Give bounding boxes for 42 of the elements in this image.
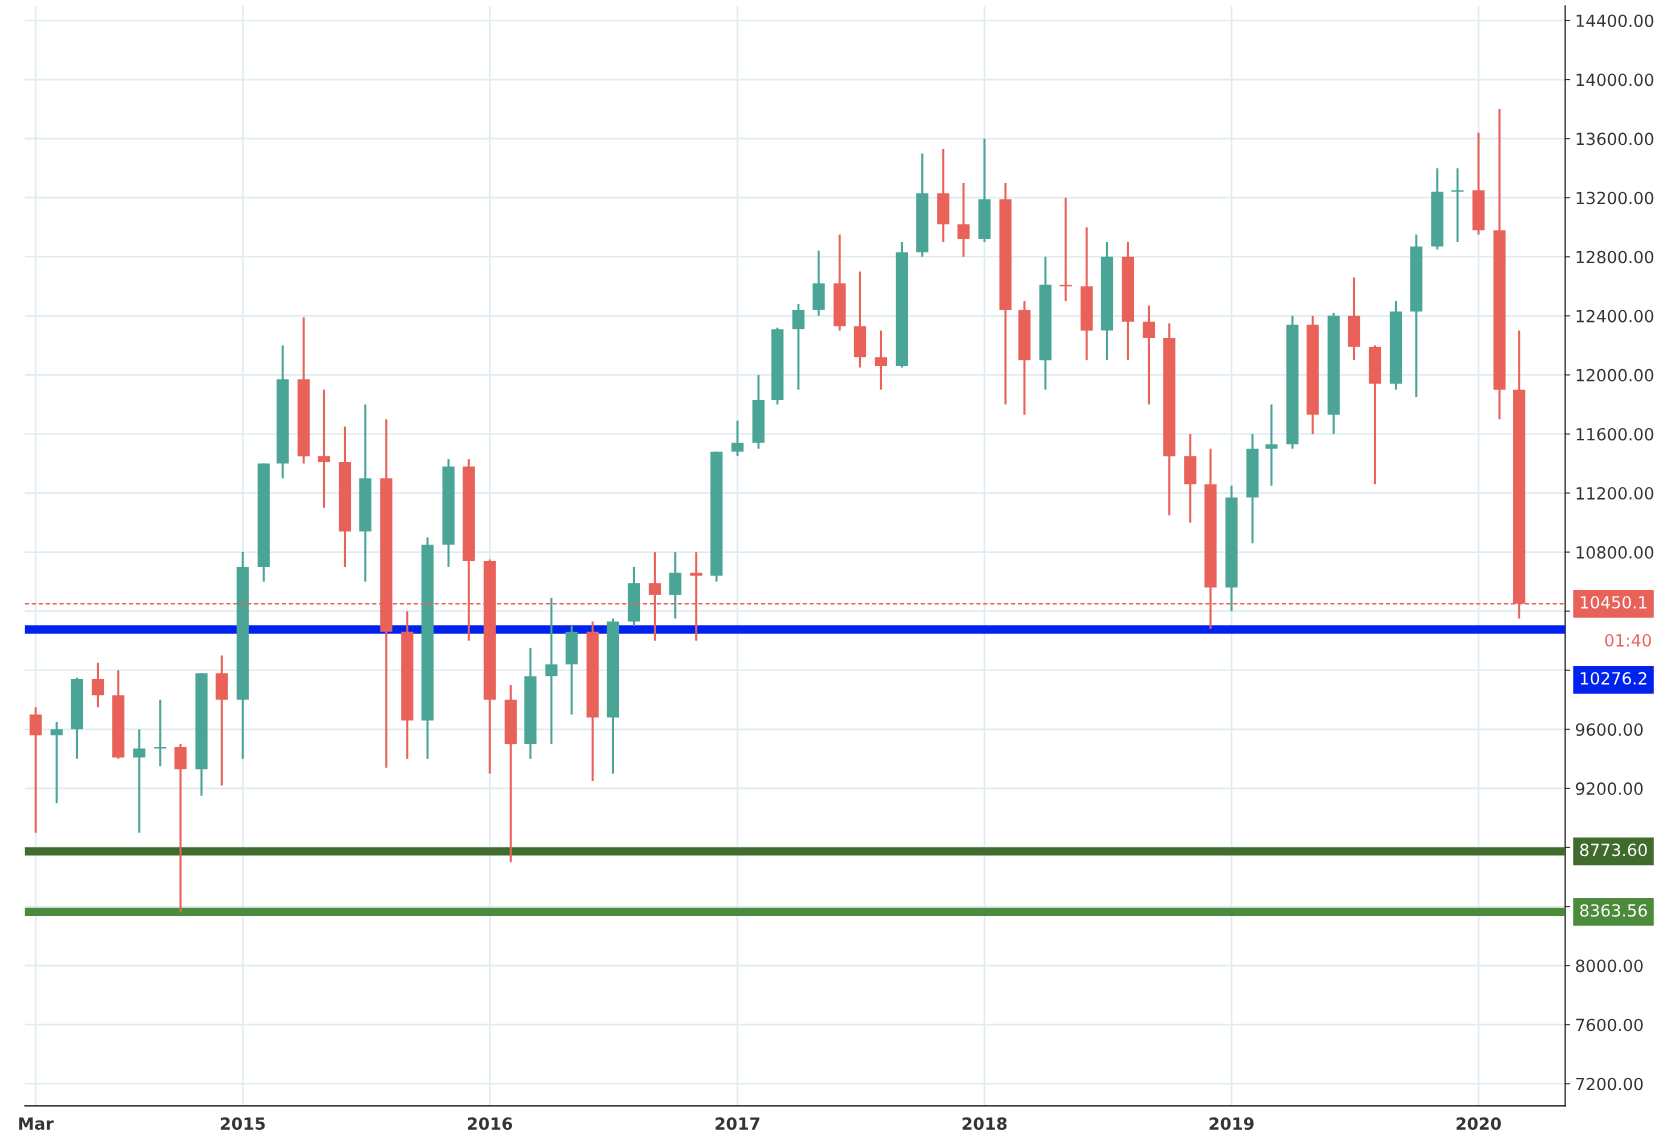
y-tick-label: 9200.00 [1575,782,1643,795]
candlestick [957,181,970,258]
candlestick [1451,167,1464,244]
y-tick-label: 8000.00 [1576,959,1643,973]
candlestick [1265,403,1278,487]
candlestick [317,388,331,509]
y-tick-label: 11600.00 [1576,427,1654,441]
candlestick [545,596,558,746]
y-tick-label: 10800.00 [1576,546,1654,559]
y-tick-label: 12000.00 [1576,368,1654,382]
y-tick-label: 13600.00 [1576,132,1654,146]
candlestick [174,743,187,914]
x-tick-label: 2016 [467,1117,513,1130]
x-tick-label: 2017 [715,1117,760,1130]
y-tick-label: 7600.00 [1576,1018,1643,1032]
candlestick [669,551,682,620]
y-tick-label: 14400.00 [1576,14,1654,28]
y-tick-label: 7200.00 [1576,1077,1643,1091]
candlestick [154,698,167,768]
y-tick-label: 12800.00 [1576,250,1654,264]
candlestick [874,329,888,391]
ref-line-label: 8773.60 [1580,843,1647,857]
candlestick [1142,304,1156,406]
ref-line-label: 8363.56 [1580,904,1647,917]
y-tick-label: 13200.00 [1576,191,1654,205]
y-tick-label: 9600.00 [1575,723,1643,736]
y-tick-label: 12400.00 [1576,309,1654,323]
ref-line-label: 10276.2 [1580,672,1647,685]
x-tick-label: 2015 [220,1117,265,1130]
x-tick-label: 2020 [1456,1117,1501,1130]
x-tick-label: 2019 [1209,1117,1254,1130]
candlestick [792,302,805,391]
ref-line-label: 10450.1 [1580,596,1647,609]
candlestick [50,720,63,805]
candlestick [29,706,42,834]
candlestick [91,661,105,709]
x-tick-label: 2018 [962,1117,1007,1130]
text: 01:40 [1605,634,1651,647]
y-tick-label: 11200.00 [1576,487,1654,500]
candlestick [731,419,744,458]
x-tick-label: Mar [19,1117,54,1130]
y-tick-label: 14000.00 [1576,73,1654,87]
